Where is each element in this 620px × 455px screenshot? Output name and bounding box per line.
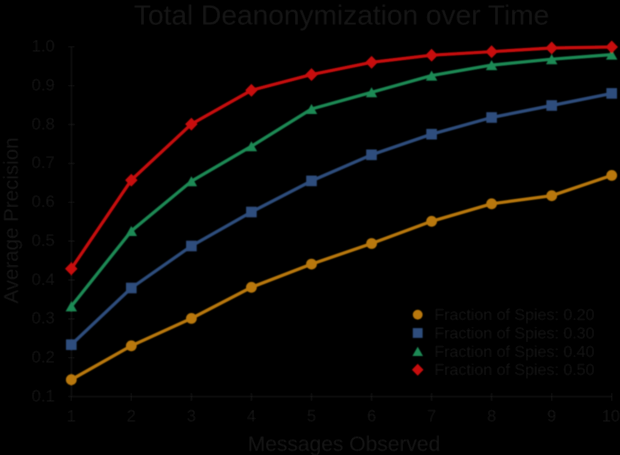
svg-text:Fraction of Spies: 0.50: Fraction of Spies: 0.50 <box>434 362 594 379</box>
svg-text:Average Precision: Average Precision <box>0 138 23 304</box>
svg-text:8: 8 <box>487 407 496 425</box>
svg-text:0.4: 0.4 <box>32 270 55 289</box>
svg-text:Fraction of Spies: 0.40: Fraction of Spies: 0.40 <box>434 344 594 361</box>
svg-text:5: 5 <box>307 407 316 425</box>
svg-text:9: 9 <box>547 407 556 425</box>
svg-text:3: 3 <box>187 407 196 425</box>
svg-text:0.5: 0.5 <box>32 231 55 250</box>
svg-text:Messages Observed: Messages Observed <box>248 433 441 455</box>
svg-text:0.3: 0.3 <box>32 309 55 328</box>
svg-text:0.8: 0.8 <box>32 114 55 133</box>
svg-text:0.6: 0.6 <box>32 192 55 211</box>
svg-text:Total Deanonymization over Tim: Total Deanonymization over Time <box>134 0 549 30</box>
svg-text:0.7: 0.7 <box>32 153 55 172</box>
svg-text:4: 4 <box>247 407 256 425</box>
svg-text:2: 2 <box>127 407 136 425</box>
svg-text:Fraction of Spies: 0.20: Fraction of Spies: 0.20 <box>434 307 594 324</box>
svg-text:10: 10 <box>602 407 620 425</box>
svg-text:0.9: 0.9 <box>32 76 55 95</box>
svg-text:Fraction of Spies: 0.30: Fraction of Spies: 0.30 <box>434 325 594 342</box>
svg-text:0.1: 0.1 <box>32 386 55 405</box>
svg-text:7: 7 <box>427 407 436 425</box>
svg-text:6: 6 <box>367 407 376 425</box>
svg-text:1: 1 <box>67 407 76 425</box>
svg-text:0.2: 0.2 <box>32 348 55 367</box>
svg-text:1.0: 1.0 <box>32 37 55 56</box>
